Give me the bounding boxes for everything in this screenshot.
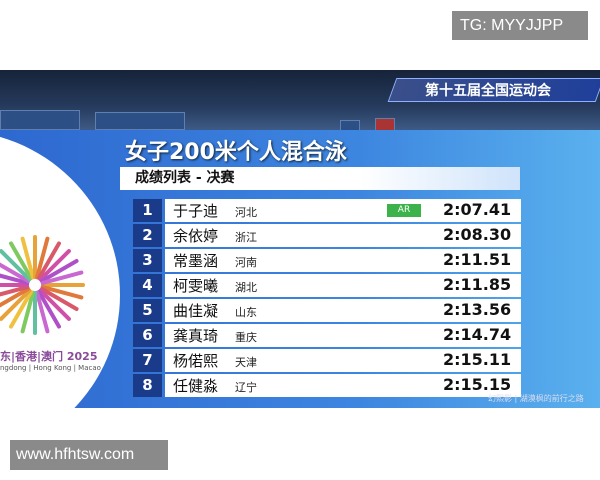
result-row: 1 于子迪 河北 AR 2:07.41 (133, 199, 521, 222)
province: 山东 (235, 306, 257, 319)
logo-ray (39, 287, 79, 311)
athlete-name: 于子迪 (173, 202, 219, 220)
logo-ray (35, 290, 50, 334)
rank: 7 (133, 349, 162, 372)
athlete-name: 杨偌熙 (173, 352, 219, 370)
results-subtitle: 成绩列表 - 决赛 (120, 167, 520, 190)
result-row: 8 任健淼 辽宁 2:15.15 (133, 374, 521, 397)
result-time: 2:15.11 (443, 350, 512, 369)
province: 天津 (235, 356, 257, 369)
result-bar: 龚真琦 重庆 2:14.74 (165, 324, 521, 347)
logo-ray (0, 288, 32, 321)
watermark-bottom: www.hfhtsw.com (10, 440, 168, 470)
watermark-top: TG: MYYJJPP (452, 11, 588, 40)
result-row: 5 曲佳凝 山东 2:13.56 (133, 299, 521, 322)
logo-ray (0, 285, 30, 300)
logo-ray (0, 287, 31, 311)
result-row: 6 龚真琦 重庆 2:14.74 (133, 324, 521, 347)
result-bar: 任健淼 辽宁 2:15.15 (165, 374, 521, 397)
rank: 2 (133, 224, 162, 247)
rank: 5 (133, 299, 162, 322)
athlete-name: 柯雯曦 (173, 277, 219, 295)
result-row: 4 柯雯曦 湖北 2:11.85 (133, 274, 521, 297)
logo-ray (9, 241, 33, 281)
result-row: 3 常墨涵 河南 2:11.51 (133, 249, 521, 272)
province: 湖北 (235, 281, 257, 294)
games-banner: 第十五届全国运动会 (425, 83, 551, 99)
rank: 4 (133, 274, 162, 297)
province: 辽宁 (235, 381, 257, 394)
athlete-name: 余依婷 (173, 227, 219, 245)
logo-ray (37, 241, 61, 281)
province: 重庆 (235, 331, 257, 344)
rank: 1 (133, 199, 162, 222)
result-bar: 柯雯曦 湖北 2:11.85 (165, 274, 521, 297)
logo-ray (37, 289, 61, 329)
logo-ray (40, 285, 84, 300)
athlete-name: 龚真琦 (173, 327, 219, 345)
broadcast-frame: 第十五届全国运动会 东|香港|澳门 2025 ngdong | Hong Kon… (0, 70, 600, 408)
athlete-name: 常墨涵 (173, 252, 219, 270)
logo-ray (35, 236, 50, 280)
result-time: 2:15.15 (443, 375, 512, 394)
result-bar: 曲佳凝 山东 2:13.56 (165, 299, 521, 322)
result-time: 2:11.85 (443, 275, 512, 294)
province: 河北 (235, 206, 257, 219)
province: 浙江 (235, 231, 257, 244)
result-bar: 杨偌熙 天津 2:15.11 (165, 349, 521, 372)
result-time: 2:14.74 (443, 325, 512, 344)
result-row: 2 余依婷 浙江 2:08.30 (133, 224, 521, 247)
result-row: 7 杨偌熙 天津 2:15.11 (133, 349, 521, 372)
rank: 6 (133, 324, 162, 347)
athlete-name: 任健淼 (173, 377, 219, 395)
logo-ray (0, 259, 31, 283)
corner-watermark: 幻熙影 | 湖漠枫的前行之路 (488, 394, 584, 403)
record-badge: AR (387, 204, 421, 217)
province: 河南 (235, 256, 257, 269)
logo-text-cn: 东|香港|澳门 2025 (0, 350, 98, 363)
logo-ray (20, 236, 35, 280)
logo-ray (40, 270, 84, 285)
result-bar: 于子迪 河北 AR 2:07.41 (165, 199, 521, 222)
logo-ray (39, 259, 79, 283)
result-time: 2:11.51 (443, 250, 512, 269)
logo-ray (9, 289, 33, 329)
result-time: 2:07.41 (443, 200, 512, 219)
result-time: 2:08.30 (443, 225, 512, 244)
rank: 3 (133, 249, 162, 272)
logo-ray (0, 249, 32, 282)
result-bar: 余依婷 浙江 2:08.30 (165, 224, 521, 247)
logo-text-en: ngdong | Hong Kong | Macao (0, 364, 101, 372)
rank: 8 (133, 374, 162, 397)
result-time: 2:13.56 (443, 300, 512, 319)
result-bar: 常墨涵 河南 2:11.51 (165, 249, 521, 272)
logo-ray (20, 290, 35, 334)
games-logo-icon (0, 235, 85, 335)
logo-ray (38, 288, 71, 321)
event-title: 女子200米个人混合泳 (125, 140, 347, 165)
logo-ray (38, 249, 71, 282)
athlete-name: 曲佳凝 (173, 302, 219, 320)
logo-ray (0, 270, 30, 285)
